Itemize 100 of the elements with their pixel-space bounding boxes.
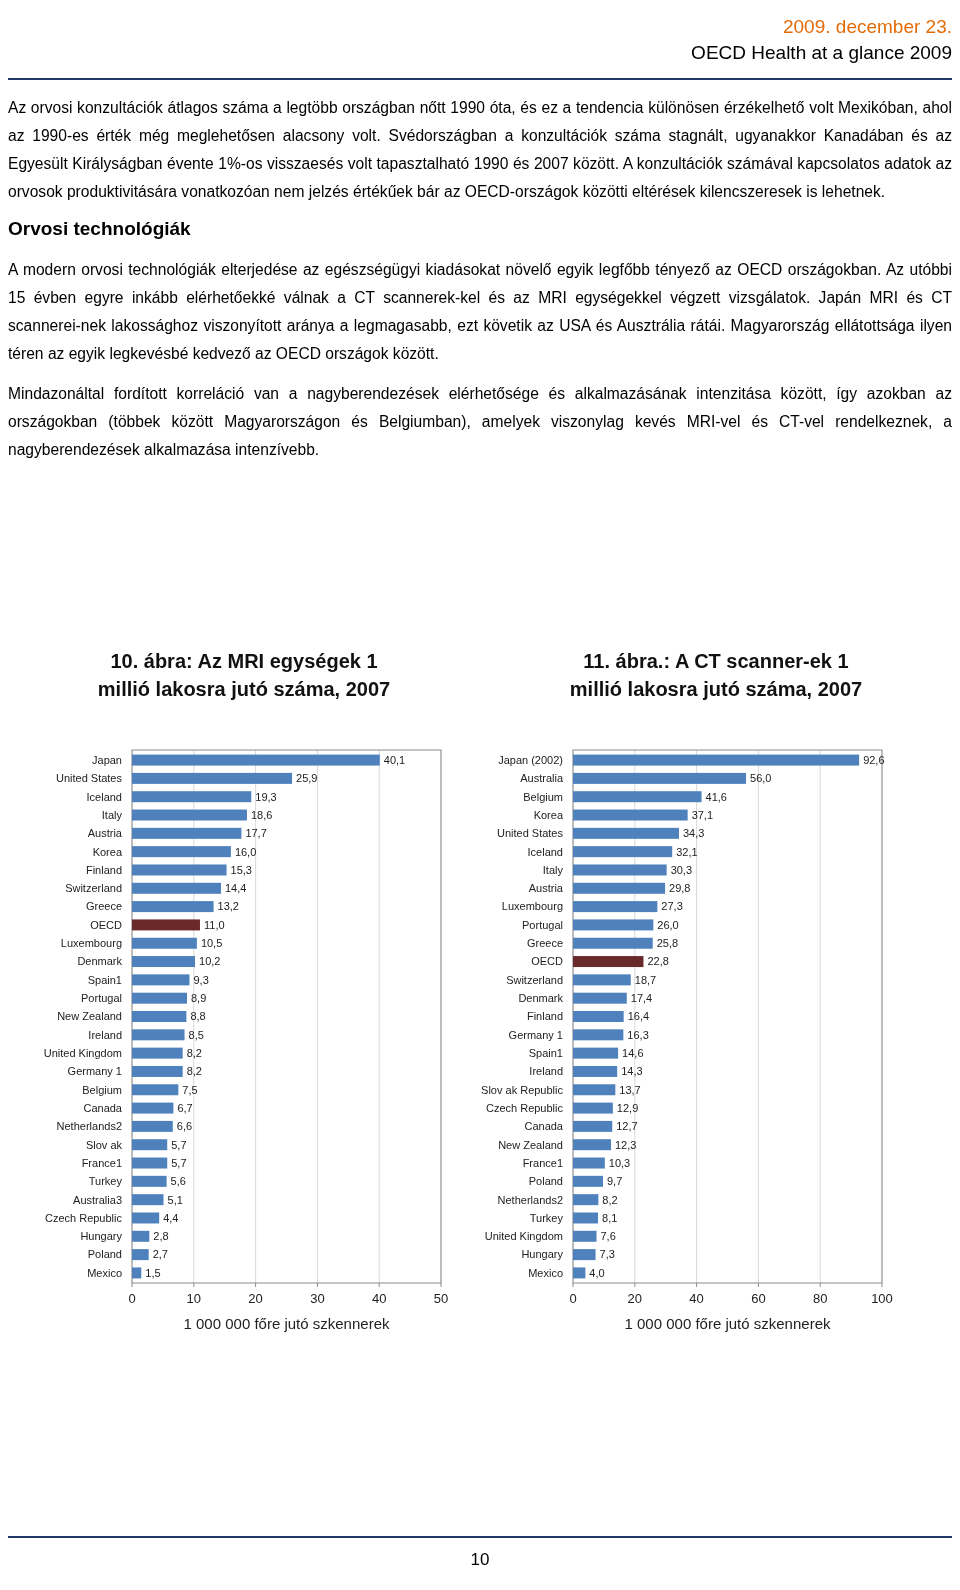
data-label: 8,1: [602, 1211, 618, 1224]
y-tick-label: France1: [522, 1156, 563, 1169]
y-tick-label: Hungary: [521, 1248, 564, 1261]
y-tick-label: Denmark: [77, 955, 123, 968]
y-tick-label: Germany 1: [67, 1065, 122, 1078]
y-tick-label: Spain1: [528, 1046, 563, 1059]
y-tick-label: Australia: [520, 772, 564, 785]
bar: [132, 1194, 164, 1206]
bar: [573, 1194, 599, 1206]
y-tick-label: Portugal: [81, 992, 122, 1005]
x-tick-label: 100: [871, 1291, 893, 1306]
data-label: 8,8: [190, 1010, 206, 1023]
data-label: 5,7: [171, 1138, 187, 1151]
bar: [573, 1157, 605, 1169]
bar: [573, 1230, 597, 1242]
data-label: 18,7: [634, 973, 657, 986]
bar: [573, 1120, 613, 1132]
data-label: 10,2: [199, 955, 221, 968]
bar: [573, 937, 653, 949]
y-tick-label: Iceland: [86, 790, 122, 803]
bar: [573, 772, 747, 784]
y-tick-label: Luxembourg: [60, 937, 122, 950]
bar: [132, 1249, 149, 1261]
bar: [573, 864, 667, 876]
chart-title: 10. ábra: Az MRI egységek 1 millió lakosra jutó száma, 2007: [97, 650, 391, 700]
bar: [132, 846, 231, 858]
data-label: 6,7: [177, 1101, 193, 1114]
data-label: 5,7: [171, 1156, 187, 1169]
y-tick-label: Netherlands2: [497, 1193, 563, 1206]
y-tick-label: Denmark: [518, 992, 564, 1005]
y-tick-label: Iceland: [527, 845, 563, 858]
bar: [573, 1047, 619, 1059]
data-label: 17,7: [245, 827, 267, 840]
bar: [132, 1011, 187, 1022]
x-axis-title: 1 000 000 főre jutó szkennerek: [183, 1315, 390, 1332]
data-label: 12,9: [616, 1101, 639, 1114]
bar: [132, 1029, 185, 1041]
bar: [573, 882, 666, 894]
bar: [573, 1102, 613, 1114]
x-tick-label: 80: [812, 1291, 828, 1306]
y-tick-label: Switzerland: [506, 973, 563, 986]
x-tick-label: 0: [569, 1291, 577, 1306]
y-tick-label: Canada: [83, 1101, 123, 1114]
bar: [132, 1212, 160, 1224]
bar: [573, 974, 631, 986]
data-label: 16,3: [627, 1028, 649, 1041]
x-tick-label: 40: [689, 1291, 704, 1306]
bar: [132, 791, 252, 803]
bar: [573, 1139, 612, 1151]
bar: [573, 1029, 624, 1041]
data-label: 5,1: [167, 1193, 183, 1206]
bar: [132, 1139, 168, 1151]
y-tick-label: Italy: [542, 863, 564, 876]
bar: [132, 882, 221, 894]
y-tick-label: Finland: [85, 863, 122, 876]
data-label: 8,9: [191, 992, 207, 1005]
data-label: 7,5: [182, 1083, 198, 1096]
data-label: 25,8: [656, 937, 679, 950]
data-label: 13,2: [217, 900, 239, 913]
text: OECD Health at a glance 2009: [8, 40, 952, 80]
bar: [132, 956, 196, 968]
bar: [573, 1065, 618, 1077]
y-tick-label: Mexico: [528, 1266, 563, 1279]
y-tick-label: Korea: [92, 845, 123, 858]
bar: [132, 1084, 179, 1096]
data-label: 1,5: [145, 1266, 161, 1279]
data-label: 14,3: [621, 1065, 643, 1078]
x-tick-label: 10: [186, 1291, 202, 1306]
data-label: 32,1: [676, 845, 698, 858]
y-tick-label: Austria: [87, 827, 123, 840]
data-label: 4,4: [163, 1211, 179, 1224]
bar: [132, 772, 293, 784]
bar: [573, 1249, 596, 1261]
bar: [573, 809, 688, 821]
bar: [132, 754, 380, 766]
y-tick-label: Belgium: [82, 1083, 122, 1096]
bar: [573, 791, 702, 803]
y-tick-label: Mexico: [87, 1266, 122, 1279]
x-tick-label: 40: [371, 1291, 387, 1306]
y-tick-label: Korea: [533, 808, 564, 821]
y-tick-label: Germany 1: [508, 1028, 563, 1041]
data-label: 40,1: [383, 753, 406, 766]
y-tick-label: Turkey: [88, 1175, 123, 1188]
data-label: 16,4: [627, 1010, 650, 1023]
data-label: 11,0: [203, 918, 225, 931]
data-label: 9,3: [193, 973, 209, 986]
y-tick-label: United States: [55, 772, 123, 785]
data-label: 7,3: [599, 1248, 615, 1261]
x-axis-title: 1 000 000 főre jutó szkennerek: [624, 1315, 831, 1332]
bar: [573, 1212, 599, 1224]
y-tick-label: Japan: [92, 753, 122, 766]
y-tick-label: Slov ak Republic: [481, 1083, 564, 1096]
bar: [132, 1047, 183, 1059]
bar: [573, 1175, 603, 1187]
data-label: 27,3: [661, 900, 683, 913]
y-tick-label: Austria: [528, 882, 564, 895]
text: Az orvosi konzultációk átlagos száma a legtöbb országban nőtt 1990 óta, és ez a tendencia különösen érzékelhető volt Mexikóban, ahol az 1990-es érték még meglehetősen alacsony volt. Svédországban a konzultációk száma stagnált, ugyanakkor Kanadában és az Egyesült Királyságban évente 1%-os visszaesés volt tapasztalható 1990 és 2007 között. A konzultációk számával kapcsolatos adatok az orvosok produktivitására vonatkozóan nem jelzés értékűek bár az OECD-országok közötti eltérések kilencszeresek is lehetnek.: [8, 98, 952, 202]
y-tick-label: Turkey: [529, 1211, 564, 1224]
y-tick-label: OECD: [531, 955, 564, 968]
data-label: 19,3: [255, 790, 277, 803]
